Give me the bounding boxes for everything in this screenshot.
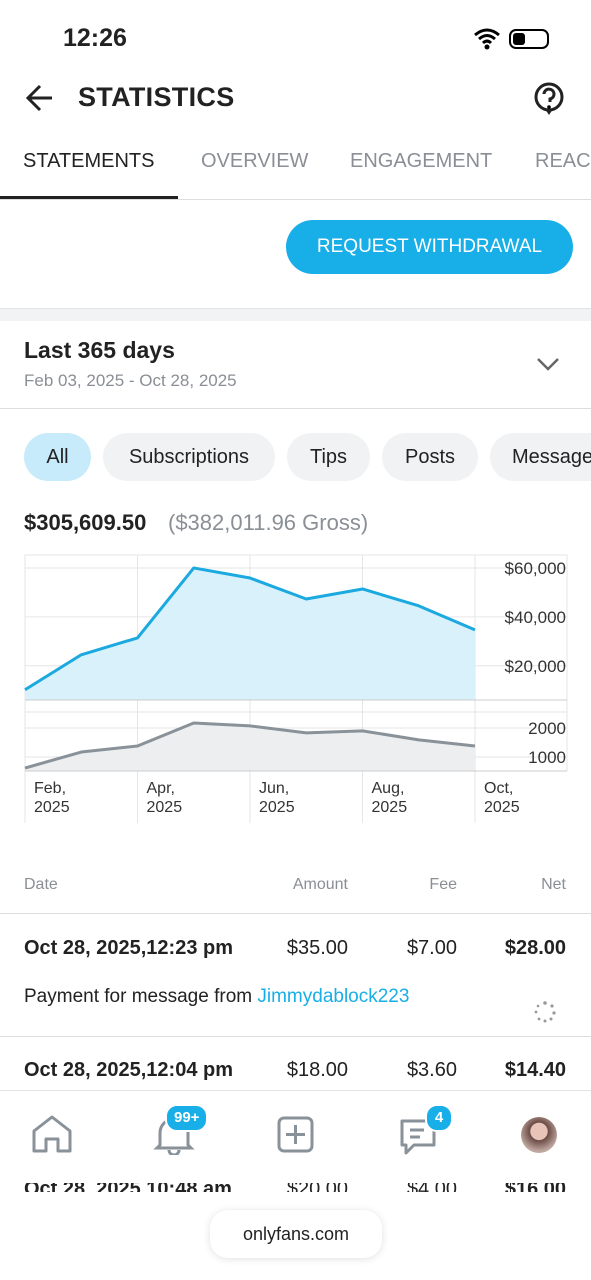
x-tick-label: Aug, 2025 [371,780,408,816]
tab-indicator [0,196,178,199]
add-post-icon[interactable] [276,1115,316,1155]
back-button[interactable] [24,82,58,114]
column-header: Net [541,876,566,893]
tab[interactable]: OVERVIEW [201,150,309,172]
column-header: Amount [292,876,348,893]
cell-date: Oct 28, 2025,12:04 pm [24,1059,234,1081]
cell-amount: $35.00 [286,937,348,959]
url-bar[interactable]: onlyfans.com [210,1210,382,1258]
y-tick-label: 2000 [528,719,566,738]
user-link[interactable]: Jimmydablock223 [257,986,410,1007]
net-total: $305,609.50 [24,510,147,535]
status-icons [474,28,549,50]
withdraw-button[interactable]: REQUEST WITHDRAWAL [286,220,573,274]
data-line [24,566,476,692]
loading-spinner [534,1001,556,1023]
cell-fee: $3.60 [406,1059,457,1081]
cell-date: Oct 28, 2025,12:23 pm [24,937,234,959]
tab[interactable]: ENGAGEMENT [350,150,493,172]
filter-chip[interactable]: Posts [382,433,478,481]
y-tick-label: $60,000 [505,559,566,578]
column-header: Date [24,876,58,893]
gross-total: ($382,011.96 Gross) [168,510,369,535]
cell-net: $14.40 [504,1059,566,1081]
filter-chip[interactable]: Messages [490,433,591,481]
x-tick-label: Apr, 2025 [146,780,183,816]
filter-chip[interactable]: All [24,433,91,481]
help-button[interactable] [532,82,566,116]
x-tick-label: Feb, 2025 [34,780,70,816]
filter-chip[interactable]: Subscriptions [103,433,275,481]
cell-net: $28.00 [504,937,566,959]
data-line [24,721,476,770]
description-text: Payment for message from [24,986,253,1007]
tab[interactable]: STATEMENTS [23,150,155,172]
column-header: Fee [429,876,457,893]
divider [0,308,591,321]
cell-amount: $18.00 [286,1059,348,1081]
y-tick-label: 1000 [528,748,566,767]
bottom-nav: 99+ 4 [0,1090,591,1183]
x-tick-label: Oct, 2025 [484,780,520,816]
avatar[interactable] [521,1117,557,1153]
y-tick-label: $20,000 [505,657,566,676]
y-tick-label: $40,000 [505,608,566,627]
tab[interactable]: REACH [535,150,591,172]
divider [0,913,591,914]
cell-fee: $7.00 [406,937,457,959]
x-tick-label: Jun, 2025 [259,780,295,816]
earnings-chart: $20,000 $40,000 $60,000 1000 2000 [24,554,568,823]
home-icon[interactable] [30,1113,74,1155]
range-dates: Feb 03, 2025 - Oct 28, 2025 [24,371,237,390]
divider [0,199,591,200]
area-fill [25,723,475,771]
page-title: STATISTICS [78,82,235,112]
range-dropdown[interactable] [536,356,560,372]
notifications-badge: 99+ [165,1104,209,1132]
divider [0,408,591,409]
filter-chip[interactable]: Tips [287,433,370,481]
description: Payment for message from Jimmydablock223 [24,986,409,1008]
area-fill [25,567,475,700]
messages-badge: 4 [425,1104,453,1132]
divider [0,1036,591,1037]
range-title: Last 365 days [24,337,175,363]
time: 12:26 [63,24,127,52]
